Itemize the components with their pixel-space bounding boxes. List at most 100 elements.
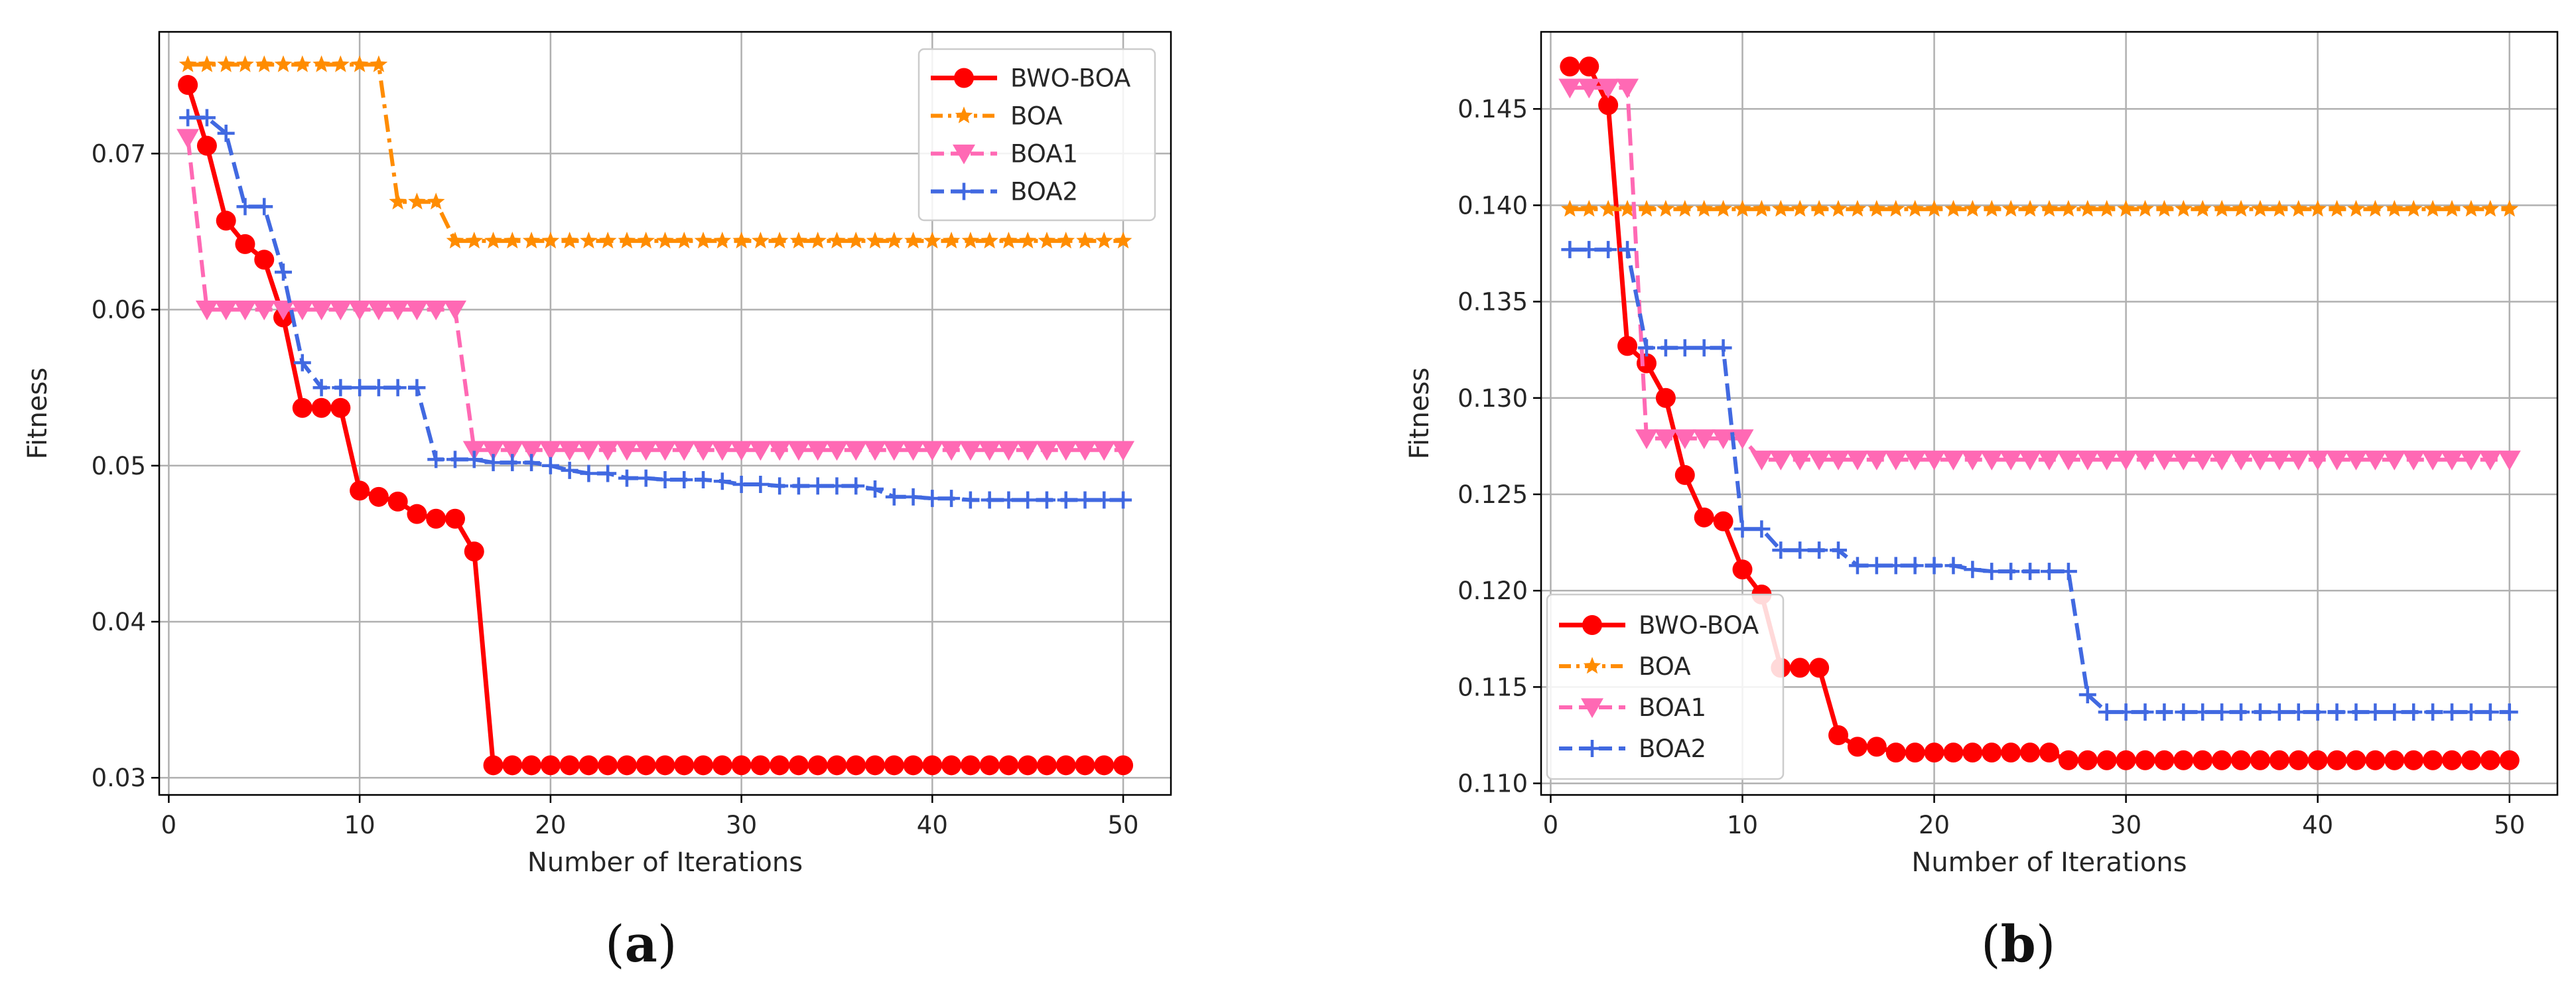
data-point bbox=[2078, 200, 2097, 217]
data-point bbox=[2231, 750, 2252, 770]
data-point bbox=[198, 109, 216, 127]
data-point bbox=[351, 379, 369, 397]
data-point bbox=[2344, 451, 2368, 470]
data-point bbox=[1887, 200, 1905, 217]
legend-label-bwo-boa: BWO-BOA bbox=[1639, 611, 1759, 640]
data-point bbox=[446, 232, 464, 249]
data-point bbox=[902, 441, 925, 461]
y-axis-label: Fitness bbox=[1404, 368, 1435, 460]
x-tick-label: 40 bbox=[2302, 811, 2333, 839]
data-point bbox=[2288, 750, 2309, 770]
data-point bbox=[1750, 451, 1773, 470]
data-point bbox=[1076, 491, 1094, 509]
data-point bbox=[1867, 557, 1885, 575]
data-point bbox=[2155, 200, 2173, 217]
x-axis-label: Number of Iterations bbox=[527, 847, 803, 878]
data-point bbox=[770, 755, 790, 776]
data-point bbox=[389, 379, 407, 397]
data-point bbox=[464, 541, 484, 562]
data-point bbox=[1887, 557, 1905, 575]
data-point bbox=[1906, 200, 1924, 217]
data-point bbox=[885, 232, 904, 249]
data-point bbox=[750, 755, 771, 776]
data-point bbox=[885, 488, 903, 506]
data-point bbox=[998, 755, 1019, 776]
data-point bbox=[884, 755, 904, 776]
data-point bbox=[904, 232, 922, 249]
data-point bbox=[293, 55, 312, 72]
legend-marker bbox=[955, 106, 973, 123]
data-point bbox=[2002, 563, 2020, 581]
data-point bbox=[809, 232, 827, 249]
data-point bbox=[904, 488, 922, 506]
data-point bbox=[943, 490, 961, 508]
data-point bbox=[2424, 703, 2442, 721]
data-point bbox=[1906, 557, 1924, 575]
data-point bbox=[1772, 541, 1790, 559]
data-point bbox=[1618, 200, 1637, 217]
data-point bbox=[501, 441, 524, 461]
data-point bbox=[1828, 725, 1849, 745]
data-point bbox=[1637, 200, 1656, 217]
data-point bbox=[1616, 78, 1639, 99]
data-point bbox=[2328, 200, 2346, 217]
data-point bbox=[2021, 200, 2039, 217]
data-point bbox=[1923, 451, 1946, 470]
data-point bbox=[675, 232, 693, 249]
data-point bbox=[1561, 241, 1579, 259]
data-point bbox=[482, 441, 505, 461]
legend-marker bbox=[1583, 657, 1601, 674]
data-point bbox=[1846, 451, 1869, 470]
data-point bbox=[2462, 200, 2480, 217]
data-point bbox=[216, 210, 236, 231]
legend-label-boa1: BOA1 bbox=[1010, 140, 1078, 169]
data-point bbox=[787, 441, 810, 461]
data-point bbox=[847, 477, 865, 495]
data-point bbox=[1980, 451, 2003, 470]
data-point bbox=[960, 755, 981, 776]
data-point bbox=[561, 461, 578, 479]
chart-b: 0 10 20 30 40 50 0.110 0.115 0.120 0.125 0.130 0.13… bbox=[1404, 31, 2559, 878]
x-tick-label: 30 bbox=[2110, 811, 2141, 839]
data-point bbox=[2366, 703, 2384, 721]
data-point bbox=[577, 441, 600, 461]
y-axis-label: Fitness bbox=[23, 368, 53, 460]
data-point bbox=[2041, 563, 2058, 581]
data-point bbox=[522, 232, 541, 249]
data-point bbox=[2386, 200, 2404, 217]
data-point bbox=[504, 232, 521, 249]
data-point bbox=[2327, 750, 2347, 770]
legend-label-boa2: BOA2 bbox=[1010, 178, 1078, 206]
data-point bbox=[618, 469, 636, 487]
data-point bbox=[1619, 241, 1637, 259]
y-tick-label: 0.06 bbox=[92, 296, 146, 324]
data-point bbox=[997, 441, 1020, 461]
data-point bbox=[312, 55, 330, 72]
data-point bbox=[1018, 755, 1038, 776]
data-point bbox=[827, 755, 847, 776]
data-point bbox=[1866, 737, 1887, 757]
data-point bbox=[2347, 200, 2365, 217]
data-point bbox=[407, 504, 427, 524]
data-point bbox=[731, 755, 752, 776]
data-point bbox=[2076, 451, 2099, 470]
data-point bbox=[1884, 451, 1907, 470]
legend-label-boa: BOA bbox=[1639, 652, 1691, 681]
data-point bbox=[942, 232, 961, 249]
x-tick-label: 10 bbox=[344, 811, 375, 839]
caption-a-label: a bbox=[624, 914, 657, 973]
data-point bbox=[656, 470, 674, 488]
data-point bbox=[2000, 451, 2023, 470]
data-point bbox=[408, 379, 426, 397]
data-point bbox=[634, 441, 657, 461]
data-point bbox=[1036, 755, 1057, 776]
data-point bbox=[236, 198, 254, 216]
data-point bbox=[1637, 339, 1655, 357]
data-point bbox=[1674, 464, 1695, 485]
data-point bbox=[1944, 557, 1962, 575]
data-point bbox=[674, 755, 695, 776]
data-point bbox=[978, 441, 1001, 461]
plot-frame bbox=[158, 31, 1172, 796]
data-point bbox=[1676, 200, 1694, 217]
